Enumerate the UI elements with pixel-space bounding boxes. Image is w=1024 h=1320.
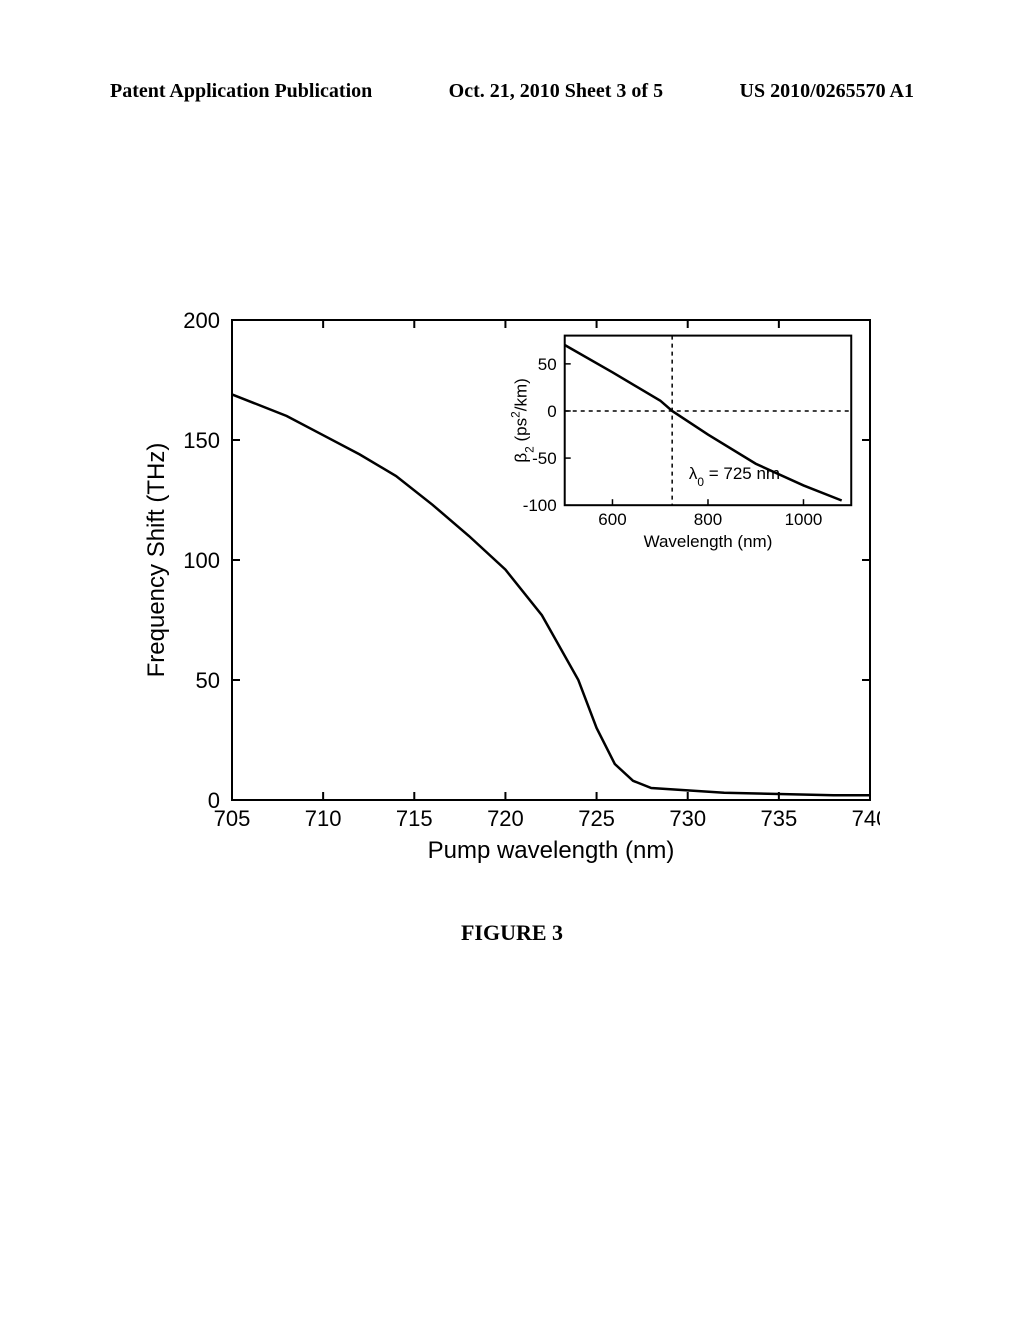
main-chart: 705710715720725730735740050100150200Pump… <box>140 310 880 870</box>
svg-text:0: 0 <box>547 402 556 421</box>
chart-container: 705710715720725730735740050100150200Pump… <box>140 310 880 870</box>
svg-text:-100: -100 <box>523 496 557 515</box>
page-header: Patent Application Publication Oct. 21, … <box>0 80 1024 103</box>
svg-text:200: 200 <box>183 310 220 333</box>
svg-text:740: 740 <box>852 806 880 831</box>
svg-text:800: 800 <box>694 510 722 529</box>
svg-text:730: 730 <box>669 806 706 831</box>
svg-text:720: 720 <box>487 806 524 831</box>
svg-text:100: 100 <box>183 548 220 573</box>
svg-text:600: 600 <box>598 510 626 529</box>
svg-text:715: 715 <box>396 806 433 831</box>
svg-text:0: 0 <box>208 788 220 813</box>
svg-text:50: 50 <box>538 355 557 374</box>
figure-label: FIGURE 3 <box>0 920 1024 946</box>
svg-text:725: 725 <box>578 806 615 831</box>
svg-text:735: 735 <box>760 806 797 831</box>
header-right: US 2010/0265570 A1 <box>740 80 914 103</box>
svg-text:Wavelength (nm): Wavelength (nm) <box>644 532 773 551</box>
header-left: Patent Application Publication <box>110 80 372 103</box>
svg-text:Frequency Shift (THz): Frequency Shift (THz) <box>143 443 170 678</box>
svg-text:Pump wavelength (nm): Pump wavelength (nm) <box>428 837 675 864</box>
svg-text:1000: 1000 <box>785 510 823 529</box>
svg-text:710: 710 <box>305 806 342 831</box>
svg-text:150: 150 <box>183 428 220 453</box>
header-center: Oct. 21, 2010 Sheet 3 of 5 <box>449 80 663 103</box>
svg-text:50: 50 <box>196 668 220 693</box>
